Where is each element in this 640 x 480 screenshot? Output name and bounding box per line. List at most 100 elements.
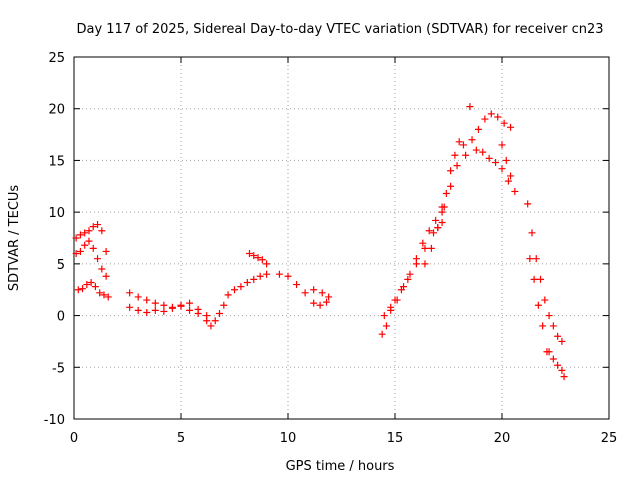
data-point <box>524 200 532 208</box>
series-arc-a <box>72 221 110 255</box>
series-arc-b <box>72 237 110 280</box>
data-point <box>498 141 506 149</box>
series-arc-p <box>472 146 512 185</box>
data-point <box>453 162 461 170</box>
data-point <box>451 151 459 159</box>
data-point <box>421 244 429 252</box>
data-point <box>85 227 93 235</box>
data-point <box>100 291 108 299</box>
data-point <box>406 270 414 278</box>
data-point <box>258 256 266 264</box>
data-point <box>81 241 89 249</box>
series-arc-i <box>275 270 333 301</box>
series-arc-h <box>245 250 271 268</box>
data-point <box>284 272 292 280</box>
data-point <box>91 283 99 291</box>
data-point <box>459 141 467 149</box>
x-tick-label: 15 <box>387 431 404 446</box>
data-point <box>507 172 515 180</box>
series-arc-n <box>434 138 463 232</box>
data-point <box>532 255 540 263</box>
data-point <box>293 281 301 289</box>
data-point <box>492 158 500 166</box>
data-point <box>186 299 194 307</box>
series-arc-f <box>207 301 228 330</box>
data-point <box>72 234 80 242</box>
data-point <box>558 337 566 345</box>
data-point <box>310 286 318 294</box>
series-arc-o <box>462 110 515 159</box>
data-point <box>243 278 251 286</box>
data-point <box>76 231 84 239</box>
data-point <box>263 260 271 268</box>
data-point <box>472 146 480 154</box>
data-point <box>237 283 245 291</box>
series-arc-u <box>545 348 568 381</box>
data-point <box>186 306 194 314</box>
series-arc-l <box>380 203 446 320</box>
series-arc-c <box>74 278 112 301</box>
data-point <box>325 293 333 301</box>
data-point <box>72 250 80 258</box>
series-arc-m <box>421 103 474 268</box>
x-tick-label: 10 <box>280 431 297 446</box>
data-point <box>440 203 448 211</box>
data-point <box>438 208 446 216</box>
x-tick-label: 0 <box>70 431 78 446</box>
y-axis-title: SDTVAR / TECUs <box>7 185 22 292</box>
data-point <box>310 299 318 307</box>
data-point <box>250 252 258 260</box>
data-point <box>534 301 542 309</box>
data-point <box>558 366 566 374</box>
data-point <box>479 148 487 156</box>
data-point <box>76 247 84 255</box>
data-point <box>126 289 134 297</box>
data-point <box>211 317 219 325</box>
data-point <box>94 221 102 229</box>
data-point <box>275 270 283 278</box>
data-point <box>98 227 106 235</box>
data-point <box>323 298 331 306</box>
x-tick-label: 25 <box>601 431 618 446</box>
data-point <box>494 113 502 121</box>
data-point <box>507 123 515 131</box>
data-point <box>447 167 455 175</box>
data-point <box>98 265 106 273</box>
axis-ticks: 0 5 10 15 20 25 -10 -5 0 5 10 15 20 25 <box>44 51 618 446</box>
data-point <box>393 296 401 304</box>
data-point <box>466 103 474 111</box>
data-point <box>177 302 185 310</box>
y-tick-label: 10 <box>48 206 65 221</box>
data-point <box>301 289 309 297</box>
data-point <box>511 187 519 195</box>
data-point <box>151 306 159 314</box>
series-arc-k <box>378 218 446 338</box>
data-point <box>382 322 390 330</box>
data-point <box>468 136 476 144</box>
data-point <box>79 285 87 293</box>
data-point <box>539 322 547 330</box>
series-arc-q <box>498 141 519 195</box>
data-point <box>504 177 512 185</box>
data-point <box>537 275 545 283</box>
series-arc-g <box>224 270 271 299</box>
chart-title: Day 117 of 2025, Sidereal Day-to-day VTE… <box>76 22 603 37</box>
data-point <box>207 322 215 330</box>
y-tick-label: 0 <box>57 310 65 325</box>
data-point <box>549 322 557 330</box>
data-point <box>412 255 420 263</box>
grid <box>74 57 609 419</box>
data-point <box>94 255 102 263</box>
data-point <box>554 332 562 340</box>
data-point <box>404 275 412 283</box>
data-point <box>83 281 91 289</box>
data-point <box>231 286 238 294</box>
x-tick-label: 5 <box>177 431 185 446</box>
data-point <box>430 229 438 237</box>
data-point <box>549 355 557 363</box>
data-point <box>143 296 151 304</box>
y-tick-label: 25 <box>48 51 65 66</box>
series-arc-r <box>524 200 549 304</box>
